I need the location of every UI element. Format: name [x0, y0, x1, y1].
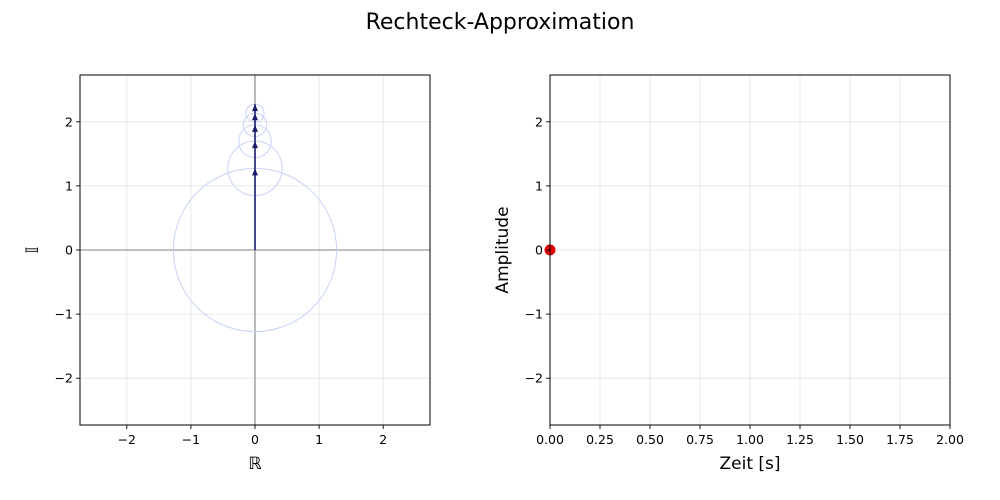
- time-ticks: 0.00 0.25 0.50 0.75 1.00 1.25 1.50 1.75 2.00 −2 −1…: [525, 114, 964, 447]
- x-tick-label: 1.25: [786, 432, 814, 447]
- time-y-axis-label: Amplitude: [493, 206, 513, 293]
- y-tick-label: −2: [55, 371, 73, 386]
- x-tick-label: 0.00: [536, 432, 564, 447]
- x-tick-label: 1: [315, 432, 323, 447]
- y-tick-label: 2: [65, 114, 73, 129]
- phasor-plot: −2 −1 0 1 2 −2 −1 0 1 2 ℝ 𝕀: [23, 74, 431, 474]
- phasor-x-axis-label: ℝ: [248, 454, 262, 474]
- phasor-arrowhead: [252, 141, 258, 149]
- x-tick-label: 0: [251, 432, 259, 447]
- phasor-arrowhead: [252, 104, 258, 112]
- phasor-y-axis-label: 𝕀: [23, 247, 43, 254]
- y-tick-label: 2: [535, 114, 543, 129]
- y-tick-label: 1: [535, 178, 543, 193]
- y-tick-label: −1: [525, 307, 543, 322]
- phasor-arrowhead: [252, 124, 258, 132]
- x-tick-label: 1.50: [836, 432, 864, 447]
- y-tick-label: 0: [535, 243, 543, 258]
- x-tick-label: −1: [182, 432, 200, 447]
- time-plot: 0.00 0.25 0.50 0.75 1.00 1.25 1.50 1.75 2.00 −2 −1…: [493, 74, 964, 474]
- phasor-ticks: −2 −1 0 1 2 −2 −1 0 1 2: [55, 114, 388, 447]
- x-tick-label: 2.00: [936, 432, 964, 447]
- time-x-axis-label: Zeit [s]: [719, 454, 780, 474]
- phasor-vectors: [252, 104, 258, 250]
- x-tick-label: −2: [118, 432, 136, 447]
- x-tick-label: 0.75: [686, 432, 714, 447]
- y-tick-label: 0: [65, 243, 73, 258]
- figure-title: Rechteck-Approximation: [366, 10, 635, 35]
- x-tick-label: 2: [379, 432, 387, 447]
- x-tick-label: 0.25: [586, 432, 614, 447]
- time-grid: [549, 75, 951, 425]
- y-tick-label: −1: [55, 307, 73, 322]
- y-tick-label: −2: [525, 371, 543, 386]
- y-tick-label: 1: [65, 178, 73, 193]
- phasor-arrowhead: [252, 113, 258, 121]
- x-tick-label: 1.75: [886, 432, 914, 447]
- x-tick-label: 1.00: [736, 432, 764, 447]
- x-tick-label: 0.50: [636, 432, 664, 447]
- phasor-arrowhead: [252, 168, 258, 176]
